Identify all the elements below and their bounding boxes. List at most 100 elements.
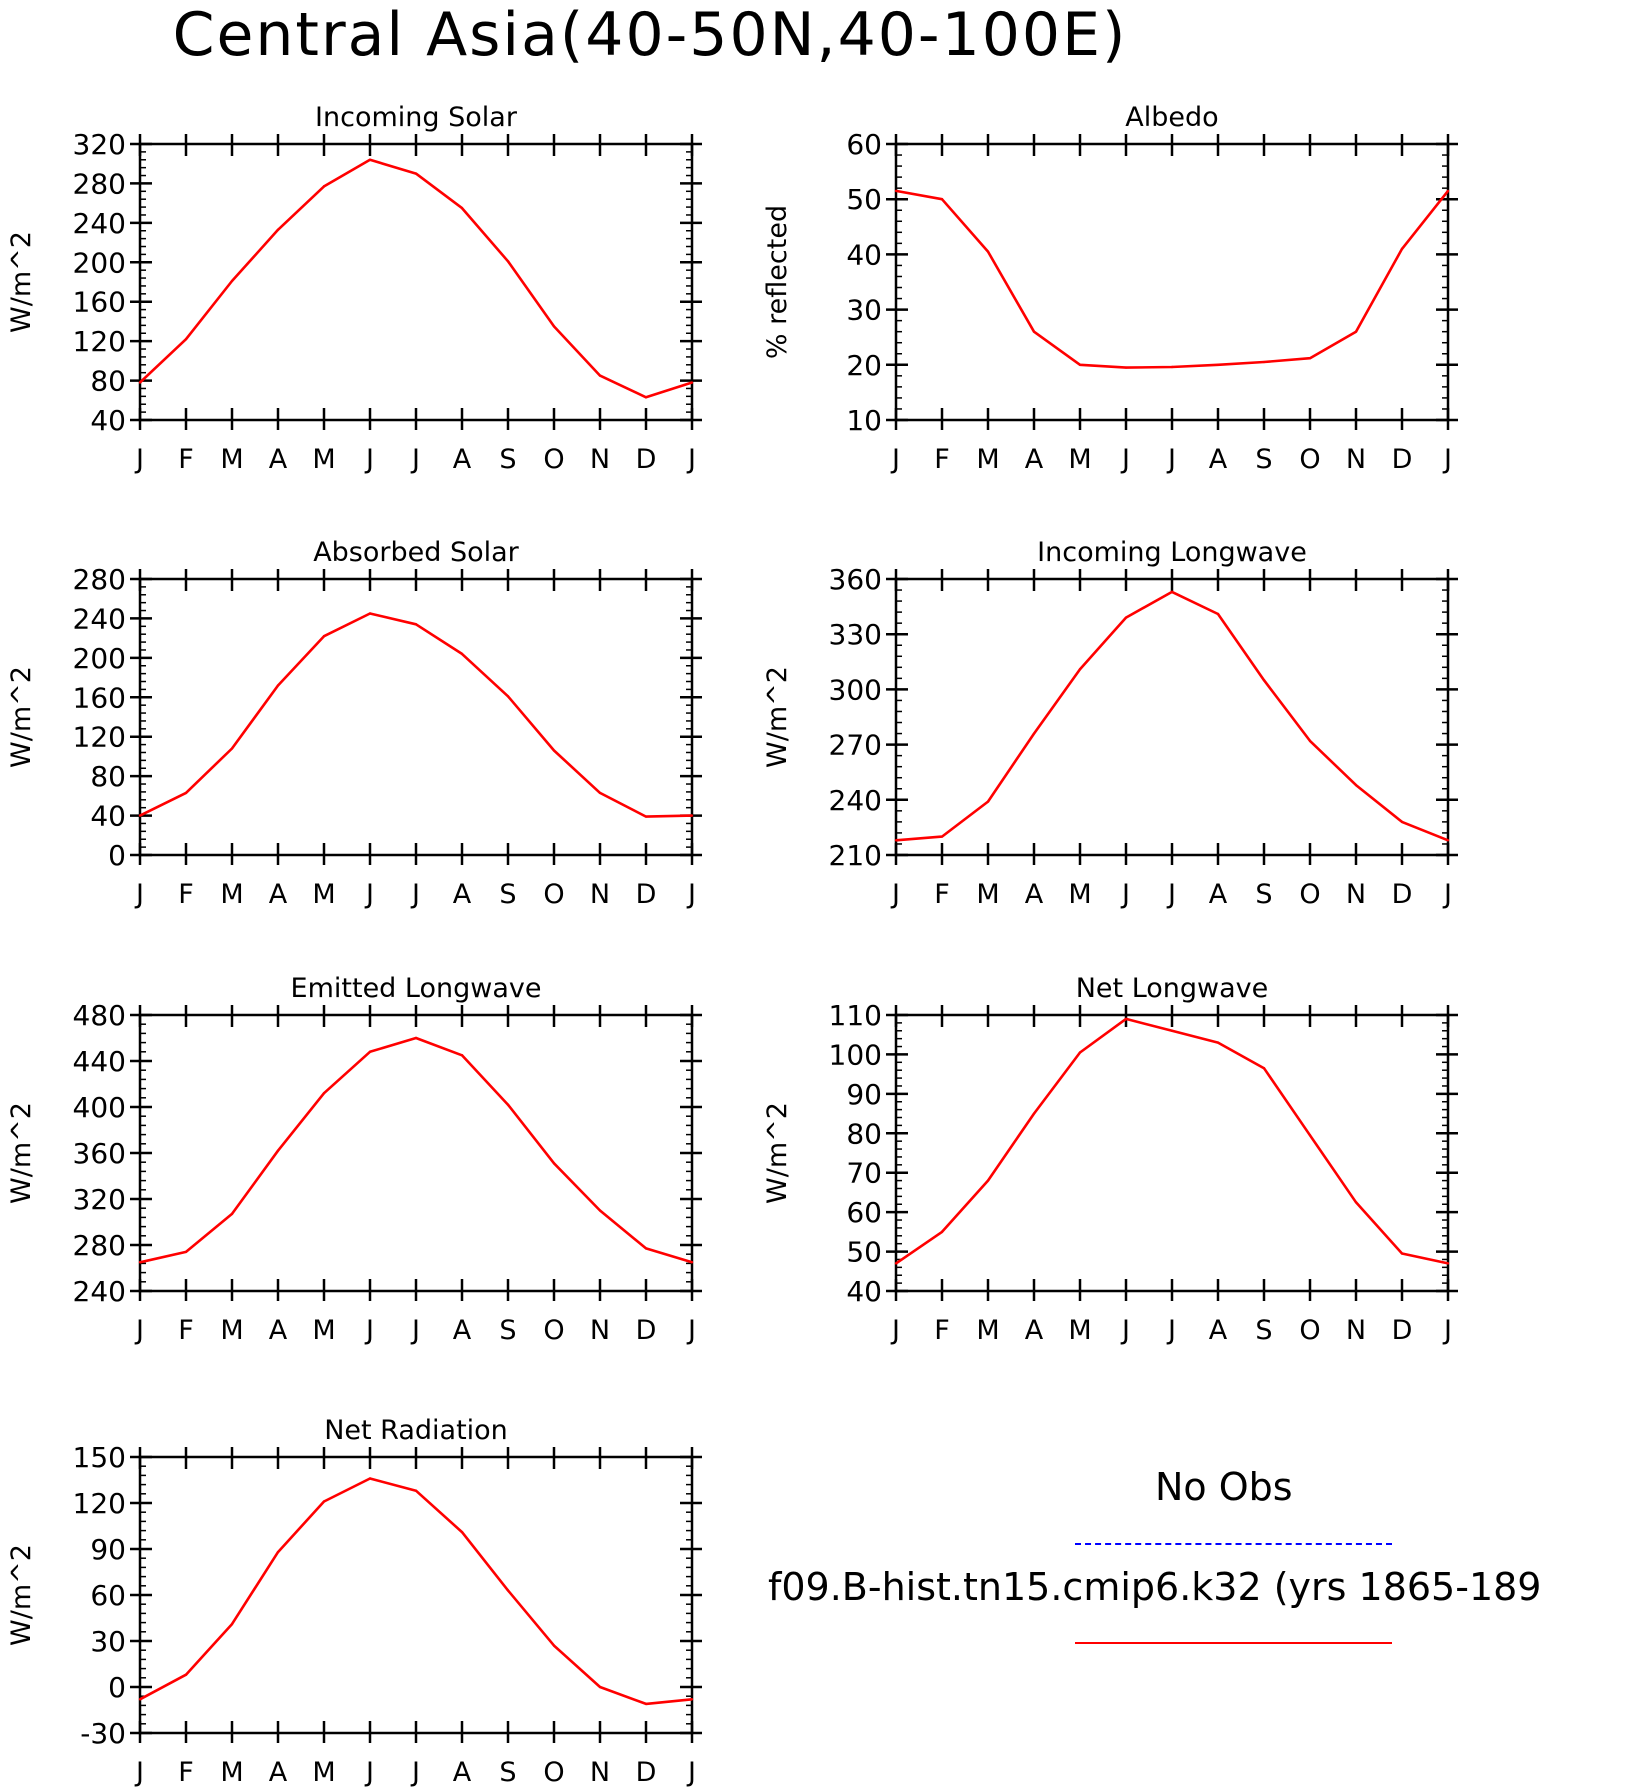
absorbed-solar-data-point (184, 791, 188, 795)
incoming-longwave-data-point (1170, 590, 1174, 594)
incoming-longwave-ytick-label: 300 (829, 673, 882, 706)
net-radiation-xtick-label: M (312, 1757, 335, 1788)
chart-incoming-solar: Incoming Solar W/m^2 40 80 120 160 200 240 280 32… (0, 92, 720, 477)
incoming-longwave-xtick-label: M (976, 879, 999, 910)
incoming-longwave-data-point (1400, 820, 1404, 824)
net-longwave-data-point (1124, 1017, 1128, 1021)
net-longwave-ytick-label: 70 (846, 1157, 882, 1190)
emitted-longwave-data-point (276, 1149, 280, 1152)
absorbed-solar-ytick-label: 240 (73, 602, 126, 635)
chart-incoming-longwave: Incoming Longwave W/m^2 210 240 270 300 330 360… (756, 527, 1476, 912)
net-radiation-xtick-label: S (499, 1757, 516, 1788)
emitted-longwave-xtick-label: O (543, 1315, 564, 1346)
albedo-ytick-label: 10 (846, 404, 882, 437)
absorbed-solar-series-line (139, 612, 693, 818)
chart-emitted-longwave-svg: Emitted Longwave W/m^2 240 280 320 360 400 440 4… (6, 973, 702, 1346)
incoming-longwave-ytick-label: 210 (829, 839, 882, 872)
emitted-longwave-data-point (322, 1092, 326, 1095)
net-radiation-xtick-label: O (543, 1757, 564, 1788)
net-radiation-xtick-label: N (590, 1757, 610, 1788)
incoming-solar-xtick-label: M (220, 444, 243, 475)
net-longwave-data-point (894, 1262, 898, 1265)
incoming-solar-xtick-label: J (410, 444, 420, 475)
net-radiation-ytick-label: 60 (90, 1579, 126, 1612)
incoming-solar-series-line (139, 158, 693, 399)
net-longwave-ytick-label: 50 (846, 1236, 882, 1269)
net-radiation-data-point (690, 1698, 694, 1701)
absorbed-solar-data-point (368, 612, 372, 615)
net-longwave-data-point (986, 1179, 990, 1182)
emitted-longwave-data-point (552, 1162, 556, 1165)
net-radiation-plot-frame (138, 1455, 694, 1735)
emitted-longwave-series-line (139, 1036, 693, 1264)
net-radiation-xtick-label: A (269, 1757, 288, 1788)
emitted-longwave-data-point (460, 1054, 464, 1057)
incoming-solar-xtick-label: S (499, 444, 516, 475)
incoming-longwave-ytick-label: 360 (829, 563, 882, 596)
incoming-longwave-ytick-label: 270 (829, 729, 882, 762)
emitted-longwave-data-point (368, 1050, 372, 1053)
incoming-longwave-data-point (1308, 739, 1312, 743)
incoming-solar-ytick-label: 40 (90, 404, 126, 437)
emitted-longwave-xtick-label: F (178, 1315, 194, 1346)
absorbed-solar-xtick-label: M (220, 879, 243, 910)
emitted-longwave-xtick-label: M (312, 1315, 335, 1346)
chart-net-radiation: Net Radiation W/m^2 -30 0 30 60 90 120 150 J F M A M J… (0, 1405, 720, 1790)
absorbed-solar-xtick-label: J (410, 879, 420, 910)
net-longwave-xtick-label: M (1068, 1315, 1091, 1346)
net-longwave-title: Net Longwave (1076, 973, 1269, 1004)
albedo-data-point (894, 189, 898, 193)
incoming-longwave-xtick-label: J (1442, 879, 1452, 910)
incoming-solar-ytick-label: 80 (90, 365, 126, 398)
incoming-longwave-xtick-label: A (1209, 879, 1228, 910)
net-radiation-xtick-label: J (364, 1757, 374, 1788)
albedo-ytick-label: 40 (846, 238, 882, 271)
incoming-longwave-data-point (1078, 667, 1082, 671)
emitted-longwave-ylabel: W/m^2 (6, 1102, 37, 1204)
incoming-solar-data-point (368, 158, 372, 161)
absorbed-solar-data-point (552, 749, 556, 752)
chart-net-longwave: Net Longwave W/m^2 40 50 60 70 80 90 100 110 J F M A M… (756, 963, 1476, 1348)
incoming-solar-xtick-label: A (453, 444, 472, 475)
chart-albedo: Albedo% reflected 10 20 30 40 50 60 J F M A M J J A S O N… (756, 92, 1476, 477)
net-longwave-plot-frame (894, 1013, 1450, 1293)
incoming-solar-data-point (184, 337, 188, 341)
incoming-solar-data-point (552, 325, 556, 328)
albedo-data-point (1400, 247, 1404, 251)
net-longwave-xtick-label: A (1025, 1315, 1044, 1346)
page-title: Central Asia(40-50N,40-100E) (172, 0, 1128, 70)
net-radiation-data-point (322, 1500, 326, 1503)
albedo-series-line (895, 189, 1450, 369)
net-radiation-ytick-label: -30 (80, 1717, 126, 1750)
chart-absorbed-solar: Absorbed Solar W/m^2 0 40 80 120 160 200 240 280 J… (0, 527, 720, 912)
net-longwave-ytick-label: 40 (846, 1275, 882, 1308)
incoming-solar-xtick-label: A (269, 444, 288, 475)
incoming-longwave-xtick-label: A (1025, 879, 1044, 910)
net-radiation-ytick-label: 150 (73, 1441, 126, 1474)
incoming-solar-data-point (230, 279, 234, 283)
incoming-longwave-data-point (940, 835, 944, 838)
emitted-longwave-xtick-label: M (220, 1315, 243, 1346)
incoming-longwave-xtick-label: M (1068, 879, 1091, 910)
incoming-solar-title: Incoming Solar (315, 102, 518, 133)
absorbed-solar-ytick-label: 120 (73, 721, 126, 754)
net-longwave-data-point (940, 1230, 944, 1234)
absorbed-solar-data-point (460, 652, 464, 656)
net-radiation-xtick-label: M (220, 1757, 243, 1788)
net-longwave-xtick-label: J (1166, 1315, 1176, 1346)
net-longwave-data-point (1354, 1201, 1358, 1204)
net-radiation-xtick-label: J (410, 1757, 420, 1788)
albedo-xtick-label: O (1299, 444, 1320, 475)
albedo-data-point (1354, 330, 1358, 333)
incoming-longwave-xtick-label: J (890, 879, 900, 910)
net-radiation-xtick-label: A (453, 1757, 472, 1788)
incoming-solar-xtick-label: D (636, 444, 657, 475)
absorbed-solar-ytick-label: 160 (73, 681, 126, 714)
emitted-longwave-data-point (230, 1212, 234, 1216)
absorbed-solar-xtick-label: J (686, 879, 696, 910)
albedo-data-point (986, 250, 990, 253)
albedo-ytick-label: 50 (846, 183, 882, 216)
net-radiation-xtick-label: D (636, 1757, 657, 1788)
net-radiation-data-point (184, 1673, 188, 1676)
